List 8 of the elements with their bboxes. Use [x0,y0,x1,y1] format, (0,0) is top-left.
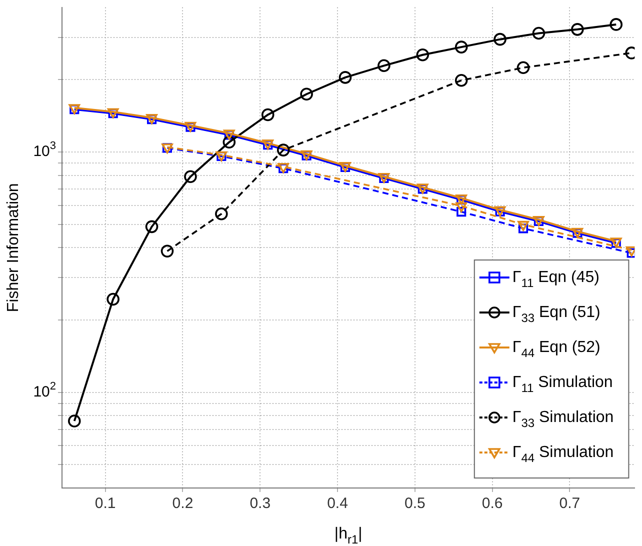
x-tick-label: 0.5 [404,495,426,512]
x-tick-label: 0.2 [172,495,194,512]
x-tick-label: 0.7 [559,495,580,512]
x-tick-label: 0.1 [94,495,116,512]
y-axis-title: Fisher Information [5,183,22,312]
x-tick-label: 0.4 [327,495,348,512]
x-tick-label: 0.3 [250,495,271,512]
x-tick-label: 0.6 [482,495,503,512]
